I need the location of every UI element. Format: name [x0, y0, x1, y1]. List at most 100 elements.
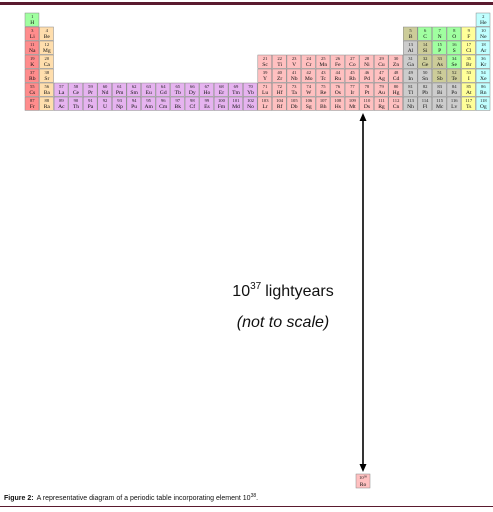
element-symbol: Ar — [480, 48, 486, 54]
element-box — [315, 54, 331, 69]
element-symbol: Po — [451, 90, 457, 96]
element-box — [170, 82, 185, 97]
element-box — [432, 40, 447, 55]
element-number: 30 — [394, 56, 399, 61]
element-number: 53 — [466, 70, 471, 75]
element-number: 61 — [117, 84, 122, 89]
element-symbol: Sg — [306, 104, 312, 110]
element-box — [403, 54, 418, 69]
element-number: 8 — [453, 28, 456, 33]
element-symbol: I — [468, 76, 470, 82]
caption-text: A representative diagram of a periodic t… — [37, 495, 251, 502]
element-symbol: Sm — [130, 90, 138, 96]
element-symbol: Fm — [218, 104, 226, 110]
element-box — [53, 96, 69, 111]
element-box — [417, 26, 433, 41]
element-box — [272, 54, 287, 69]
element-symbol: Zr — [277, 76, 282, 82]
element-symbol: Fr — [30, 104, 35, 110]
element-symbol: Ga — [407, 62, 414, 68]
element-symbol: Co — [349, 62, 356, 68]
element-symbol: Nd — [102, 90, 109, 96]
element-box — [243, 82, 258, 97]
element-symbol: Md — [232, 104, 240, 110]
element-number: 66 — [190, 84, 195, 89]
element-symbol: Fe — [335, 62, 341, 68]
element-number: 68 — [219, 84, 224, 89]
element-box — [475, 82, 491, 97]
element-symbol: Si — [423, 48, 428, 54]
element-number: 106 — [305, 98, 313, 103]
element-number: 24 — [306, 56, 311, 61]
element-cell: 9F — [461, 26, 476, 41]
element-box — [24, 40, 40, 55]
element-box — [315, 96, 331, 111]
element-box — [257, 82, 272, 97]
element-number: 72 — [277, 84, 282, 89]
element-number: 25 — [321, 56, 326, 61]
element-box — [344, 82, 360, 97]
element-symbol: Yb — [247, 90, 254, 96]
element-number: 114 — [422, 98, 429, 103]
element-number: 44 — [336, 70, 341, 75]
element-number: 110 — [364, 98, 371, 103]
element-box — [388, 54, 403, 69]
element-box — [24, 12, 40, 27]
element-symbol: Rb — [29, 76, 36, 82]
element-symbol: Sn — [422, 76, 428, 82]
element-box — [403, 40, 418, 55]
element-symbol: Ac — [58, 104, 65, 110]
element-box — [330, 82, 345, 97]
element-number: 54 — [481, 70, 486, 75]
element-symbol: P — [438, 48, 441, 54]
element-box — [112, 82, 127, 97]
element-symbol: Pt — [365, 90, 370, 96]
element-symbol: Rg — [378, 104, 385, 110]
element-symbol: U — [103, 104, 107, 110]
element-symbol: Ca — [44, 62, 51, 68]
element-symbol: Pa — [88, 104, 94, 110]
element-symbol: Cd — [393, 76, 400, 82]
element-symbol: Ho — [203, 90, 210, 96]
element-cell: 23V — [286, 54, 302, 69]
element-box — [475, 54, 491, 69]
element-number: 87 — [30, 98, 35, 103]
element-number: 56 — [45, 84, 50, 89]
element-symbol: Pr — [88, 90, 93, 96]
element-symbol: N — [438, 34, 442, 40]
element-box — [432, 54, 447, 69]
element-symbol: Na — [29, 48, 36, 54]
element-symbol: Lv — [451, 104, 457, 110]
element-box — [39, 82, 54, 97]
element-symbol: Al — [408, 48, 414, 54]
element-box — [97, 96, 112, 111]
element-number: 46 — [365, 70, 370, 75]
element-box — [39, 54, 54, 69]
element-box — [184, 82, 200, 97]
element-box — [359, 54, 374, 69]
element-symbol: Mc — [436, 104, 444, 110]
